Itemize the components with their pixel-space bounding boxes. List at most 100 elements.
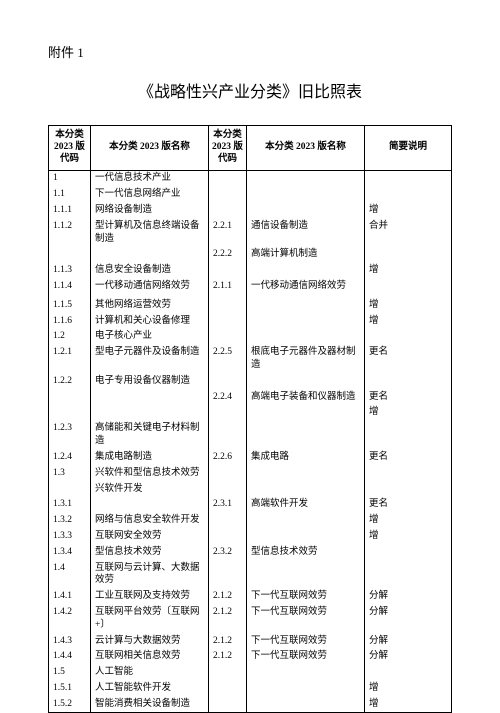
col-header-name-a: 本分类 2023 版名称 (91, 126, 209, 171)
cell-name-b (247, 560, 365, 589)
cell-name-b: 下一代互联网效劳 (247, 649, 365, 665)
cell-name-b (247, 313, 365, 329)
cell-code-b (209, 329, 247, 345)
cell-code-a (49, 405, 91, 421)
cell-code-a: 1.1 (49, 187, 91, 203)
cell-code-a (49, 481, 91, 497)
cell-code-a: 1.4.3 (49, 633, 91, 649)
cell-name-b (247, 665, 365, 681)
cell-name-a: 电子核心产业 (91, 329, 209, 345)
table-row: 1.3兴软件和型信息技术效劳 (49, 465, 452, 481)
cell-note: 增 (365, 405, 452, 421)
cell-name-a: 型计算机及信息终端设备制造 (91, 218, 209, 247)
cell-code-a: 1.3.3 (49, 528, 91, 544)
cell-code-b: 2.1.2 (209, 633, 247, 649)
cell-code-b: 2.3.1 (209, 497, 247, 513)
table-row: 1.1.2型计算机及信息终端设备制造2.2.1通信设备制造合并 (49, 218, 452, 247)
table-row: 1.3.1 2.3.1高端软件开发更名 (49, 497, 452, 513)
table-row: 1.1.6计算机和关心设备修理增 (49, 313, 452, 329)
cell-code-b (209, 681, 247, 697)
cell-name-b (247, 373, 365, 389)
cell-code-a: 1.3.2 (49, 513, 91, 529)
cell-code-b (209, 665, 247, 681)
table-row: 1.5人工智能 (49, 665, 452, 681)
cell-code-a: 1.4.4 (49, 649, 91, 665)
cell-name-b: 下一代互联网效劳 (247, 605, 365, 634)
cell-code-a: 1.2.1 (49, 345, 91, 374)
cell-code-a: 1.4.2 (49, 605, 91, 634)
cell-code-a (49, 247, 91, 263)
cell-name-a (91, 389, 209, 405)
table-row: 1.1下一代信息网络产业 (49, 187, 452, 203)
table-row: 2.2.4高端电子装备和仪器制造更名 (49, 389, 452, 405)
cell-note: 增 (365, 696, 452, 712)
cell-note: 增 (365, 681, 452, 697)
cell-note (365, 170, 452, 186)
cell-code-b: 2.2.2 (209, 247, 247, 263)
cell-name-a: 一代信息技术产业 (91, 170, 209, 186)
cell-code-b (209, 513, 247, 529)
cell-name-a: 计算机和关心设备修理 (91, 313, 209, 329)
cell-note (365, 421, 452, 450)
cell-note: 增 (365, 202, 452, 218)
cell-code-a: 1.1.1 (49, 202, 91, 218)
col-header-code-a: 本分类2023 版代码 (49, 126, 91, 171)
cell-note (365, 544, 452, 560)
cell-name-a: 高储能和关键电子材料制造 (91, 421, 209, 450)
cell-code-a: 1.1.2 (49, 218, 91, 247)
table-row: 1.2电子核心产业 (49, 329, 452, 345)
cell-name-a: 一代移动通信网络效劳 (91, 278, 209, 294)
table-row: 1一代信息技术产业 (49, 170, 452, 186)
col-header-name-b: 本分类 2023 版名称 (247, 126, 365, 171)
cell-name-b (247, 405, 365, 421)
cell-name-a: 兴软件开发 (91, 481, 209, 497)
comparison-table: 本分类2023 版代码 本分类 2023 版名称 本分类2023 版代码 本分类… (48, 125, 452, 713)
col-header-code-b: 本分类2023 版代码 (209, 126, 247, 171)
cell-name-b (247, 263, 365, 279)
page-title: 《战略性兴产业分类》旧比照表 (48, 82, 452, 104)
cell-name-a (91, 497, 209, 513)
cell-code-b: 2.2.5 (209, 345, 247, 374)
cell-note: 更名 (365, 497, 452, 513)
cell-name-b (247, 513, 365, 529)
cell-name-a: 人工智能 (91, 665, 209, 681)
cell-code-b: 2.2.1 (209, 218, 247, 247)
cell-note: 分解 (365, 649, 452, 665)
cell-code-a: 1.2.3 (49, 421, 91, 450)
cell-note (365, 481, 452, 497)
cell-note: 更名 (365, 345, 452, 374)
cell-name-a: 型电子元器件及设备制造 (91, 345, 209, 374)
cell-name-a: 型信息技术效劳 (91, 544, 209, 560)
cell-code-a: 1.1.3 (49, 263, 91, 279)
table-row: 1.4.1工业互联网及支持效劳2.1.2下一代互联网效劳分解 (49, 589, 452, 605)
table-row: 1.4.4互联网相关信息效劳2.1.2下一代互联网效劳分解 (49, 649, 452, 665)
table-row: 1.4互联网与云计算、大数据效劳 (49, 560, 452, 589)
cell-note: 合并 (365, 218, 452, 247)
cell-name-b: 高端计算机制造 (247, 247, 365, 263)
cell-note (365, 187, 452, 203)
cell-code-b (209, 187, 247, 203)
cell-name-a: 工业互联网及支持效劳 (91, 589, 209, 605)
cell-code-b (209, 528, 247, 544)
cell-name-a: 集成电路制造 (91, 449, 209, 465)
cell-code-a: 1.3.1 (49, 497, 91, 513)
cell-code-b (209, 297, 247, 313)
cell-code-a: 1.1.4 (49, 278, 91, 294)
cell-name-a: 互联网相关信息效劳 (91, 649, 209, 665)
table-row: 1.1.4一代移动通信网络效劳2.1.1一代移动通信网络效劳 (49, 278, 452, 294)
cell-code-b (209, 373, 247, 389)
cell-name-b (247, 481, 365, 497)
cell-code-b (209, 465, 247, 481)
cell-note (365, 560, 452, 589)
cell-name-b: 集成电路 (247, 449, 365, 465)
cell-name-a: 网络设备制造 (91, 202, 209, 218)
table-row: 1.2.3高储能和关键电子材料制造 (49, 421, 452, 450)
cell-name-b: 高端软件开发 (247, 497, 365, 513)
cell-code-a: 1.5.2 (49, 696, 91, 712)
cell-note (365, 373, 452, 389)
cell-name-b (247, 297, 365, 313)
cell-name-b (247, 696, 365, 712)
cell-name-b (247, 202, 365, 218)
table-row: 1.3.4型信息技术效劳2.3.2型信息技术效劳 (49, 544, 452, 560)
cell-name-a: 互联网平台效劳〔互联网+〕 (91, 605, 209, 634)
